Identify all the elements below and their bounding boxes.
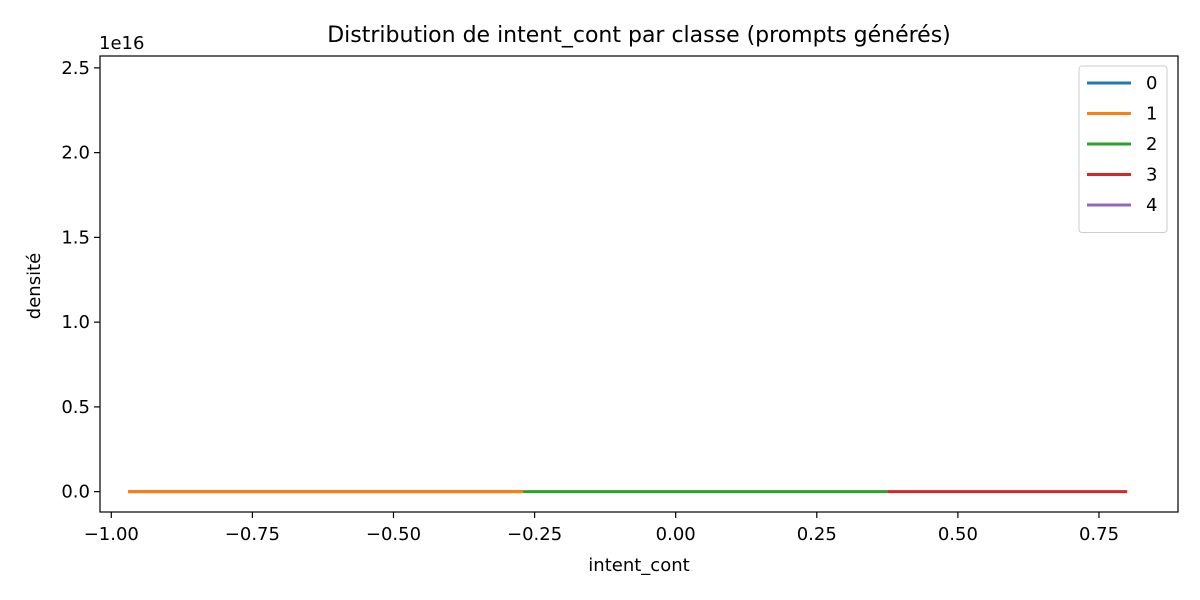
y-tick-label: 1.0 <box>61 312 90 333</box>
chart-title: Distribution de intent_cont par classe (… <box>327 23 951 48</box>
x-tick-label: 0.50 <box>938 524 978 545</box>
y-axis-offset-label: 1e16 <box>99 33 144 54</box>
x-tick-label: −0.75 <box>225 524 280 545</box>
y-axis-title: densité <box>24 253 45 319</box>
legend-label-4: 4 <box>1146 195 1157 216</box>
x-tick-label: 0.25 <box>797 524 837 545</box>
legend-label-0: 0 <box>1146 73 1157 94</box>
x-tick-label: −1.00 <box>84 524 139 545</box>
axes: −1.00 −0.75 −0.50 −0.25 0.00 0.25 0.50 0.750.00… <box>61 55 1179 545</box>
legend-label-3: 3 <box>1146 165 1157 186</box>
x-tick-label: −0.50 <box>366 524 421 545</box>
y-tick-label: 0.0 <box>61 482 90 503</box>
legend: 0 1 2 3 4 <box>1078 65 1168 233</box>
x-tick-label: 0.00 <box>656 524 696 545</box>
y-tick-label: 0.5 <box>61 397 90 418</box>
y-tick-label: 2.5 <box>61 58 90 79</box>
y-tick-label: 2.0 <box>61 143 90 164</box>
x-tick-label: −0.25 <box>507 524 562 545</box>
legend-label-2: 2 <box>1146 134 1157 155</box>
x-axis-title: intent_cont <box>588 555 689 576</box>
x-tick-label: 0.75 <box>1079 524 1119 545</box>
y-tick-label: 1.5 <box>61 227 90 248</box>
legend-label-1: 1 <box>1146 104 1157 125</box>
plot-frame <box>99 55 1179 513</box>
legend-box <box>1078 65 1168 233</box>
